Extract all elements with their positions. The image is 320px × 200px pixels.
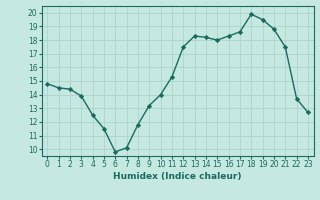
X-axis label: Humidex (Indice chaleur): Humidex (Indice chaleur) [113,172,242,181]
